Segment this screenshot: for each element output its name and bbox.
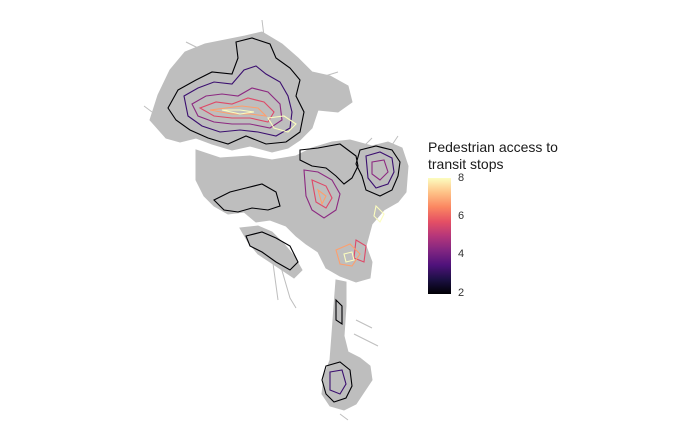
legend-title: Pedestrian access to transit stops xyxy=(428,139,558,173)
contour-level-2 xyxy=(321,361,353,403)
access-contours xyxy=(167,37,401,403)
contour-level-2 xyxy=(213,183,281,213)
contour-level-3 xyxy=(329,369,347,395)
legend-tick-label: 2 xyxy=(458,287,465,299)
legend-tick xyxy=(451,217,456,218)
contour-level-7 xyxy=(343,251,355,263)
contour-level-7 xyxy=(221,109,255,115)
legend-tick xyxy=(451,179,456,180)
contour-level-3 xyxy=(183,65,293,137)
legend-tick xyxy=(451,293,456,294)
contour-level-2 xyxy=(167,37,305,145)
region-valley xyxy=(149,31,353,153)
contour-level-2 xyxy=(299,143,359,185)
contour-level-6 xyxy=(209,105,268,117)
contour-level-2 xyxy=(245,231,299,271)
legend-tick-label: 6 xyxy=(458,210,465,222)
contour-level-2 xyxy=(355,145,401,197)
legend-tick xyxy=(451,255,456,256)
contour-level-5 xyxy=(198,97,275,123)
legend-title-line2: transit stops xyxy=(428,156,504,172)
region-harbor-corridor xyxy=(321,279,373,411)
contour-level-2 xyxy=(335,298,343,326)
contour-level-4 xyxy=(191,87,283,129)
contour-level-6 xyxy=(317,188,327,206)
contour-level-4 xyxy=(303,169,341,219)
legend-tick-label: 4 xyxy=(458,248,465,260)
contour-level-5 xyxy=(353,239,367,263)
contour-level-3 xyxy=(365,151,395,189)
contour-level-7 xyxy=(267,115,297,133)
legend-tick-label: 8 xyxy=(458,172,465,184)
contour-level-4 xyxy=(371,159,389,181)
spur-lines xyxy=(143,19,399,421)
contour-level-5 xyxy=(311,179,333,209)
contour-level-7 xyxy=(373,204,385,223)
contour-level-6 xyxy=(335,243,361,267)
region-westside xyxy=(239,225,303,279)
legend-title-line1: Pedestrian access to xyxy=(428,139,558,155)
legend-colorbar xyxy=(428,178,451,294)
